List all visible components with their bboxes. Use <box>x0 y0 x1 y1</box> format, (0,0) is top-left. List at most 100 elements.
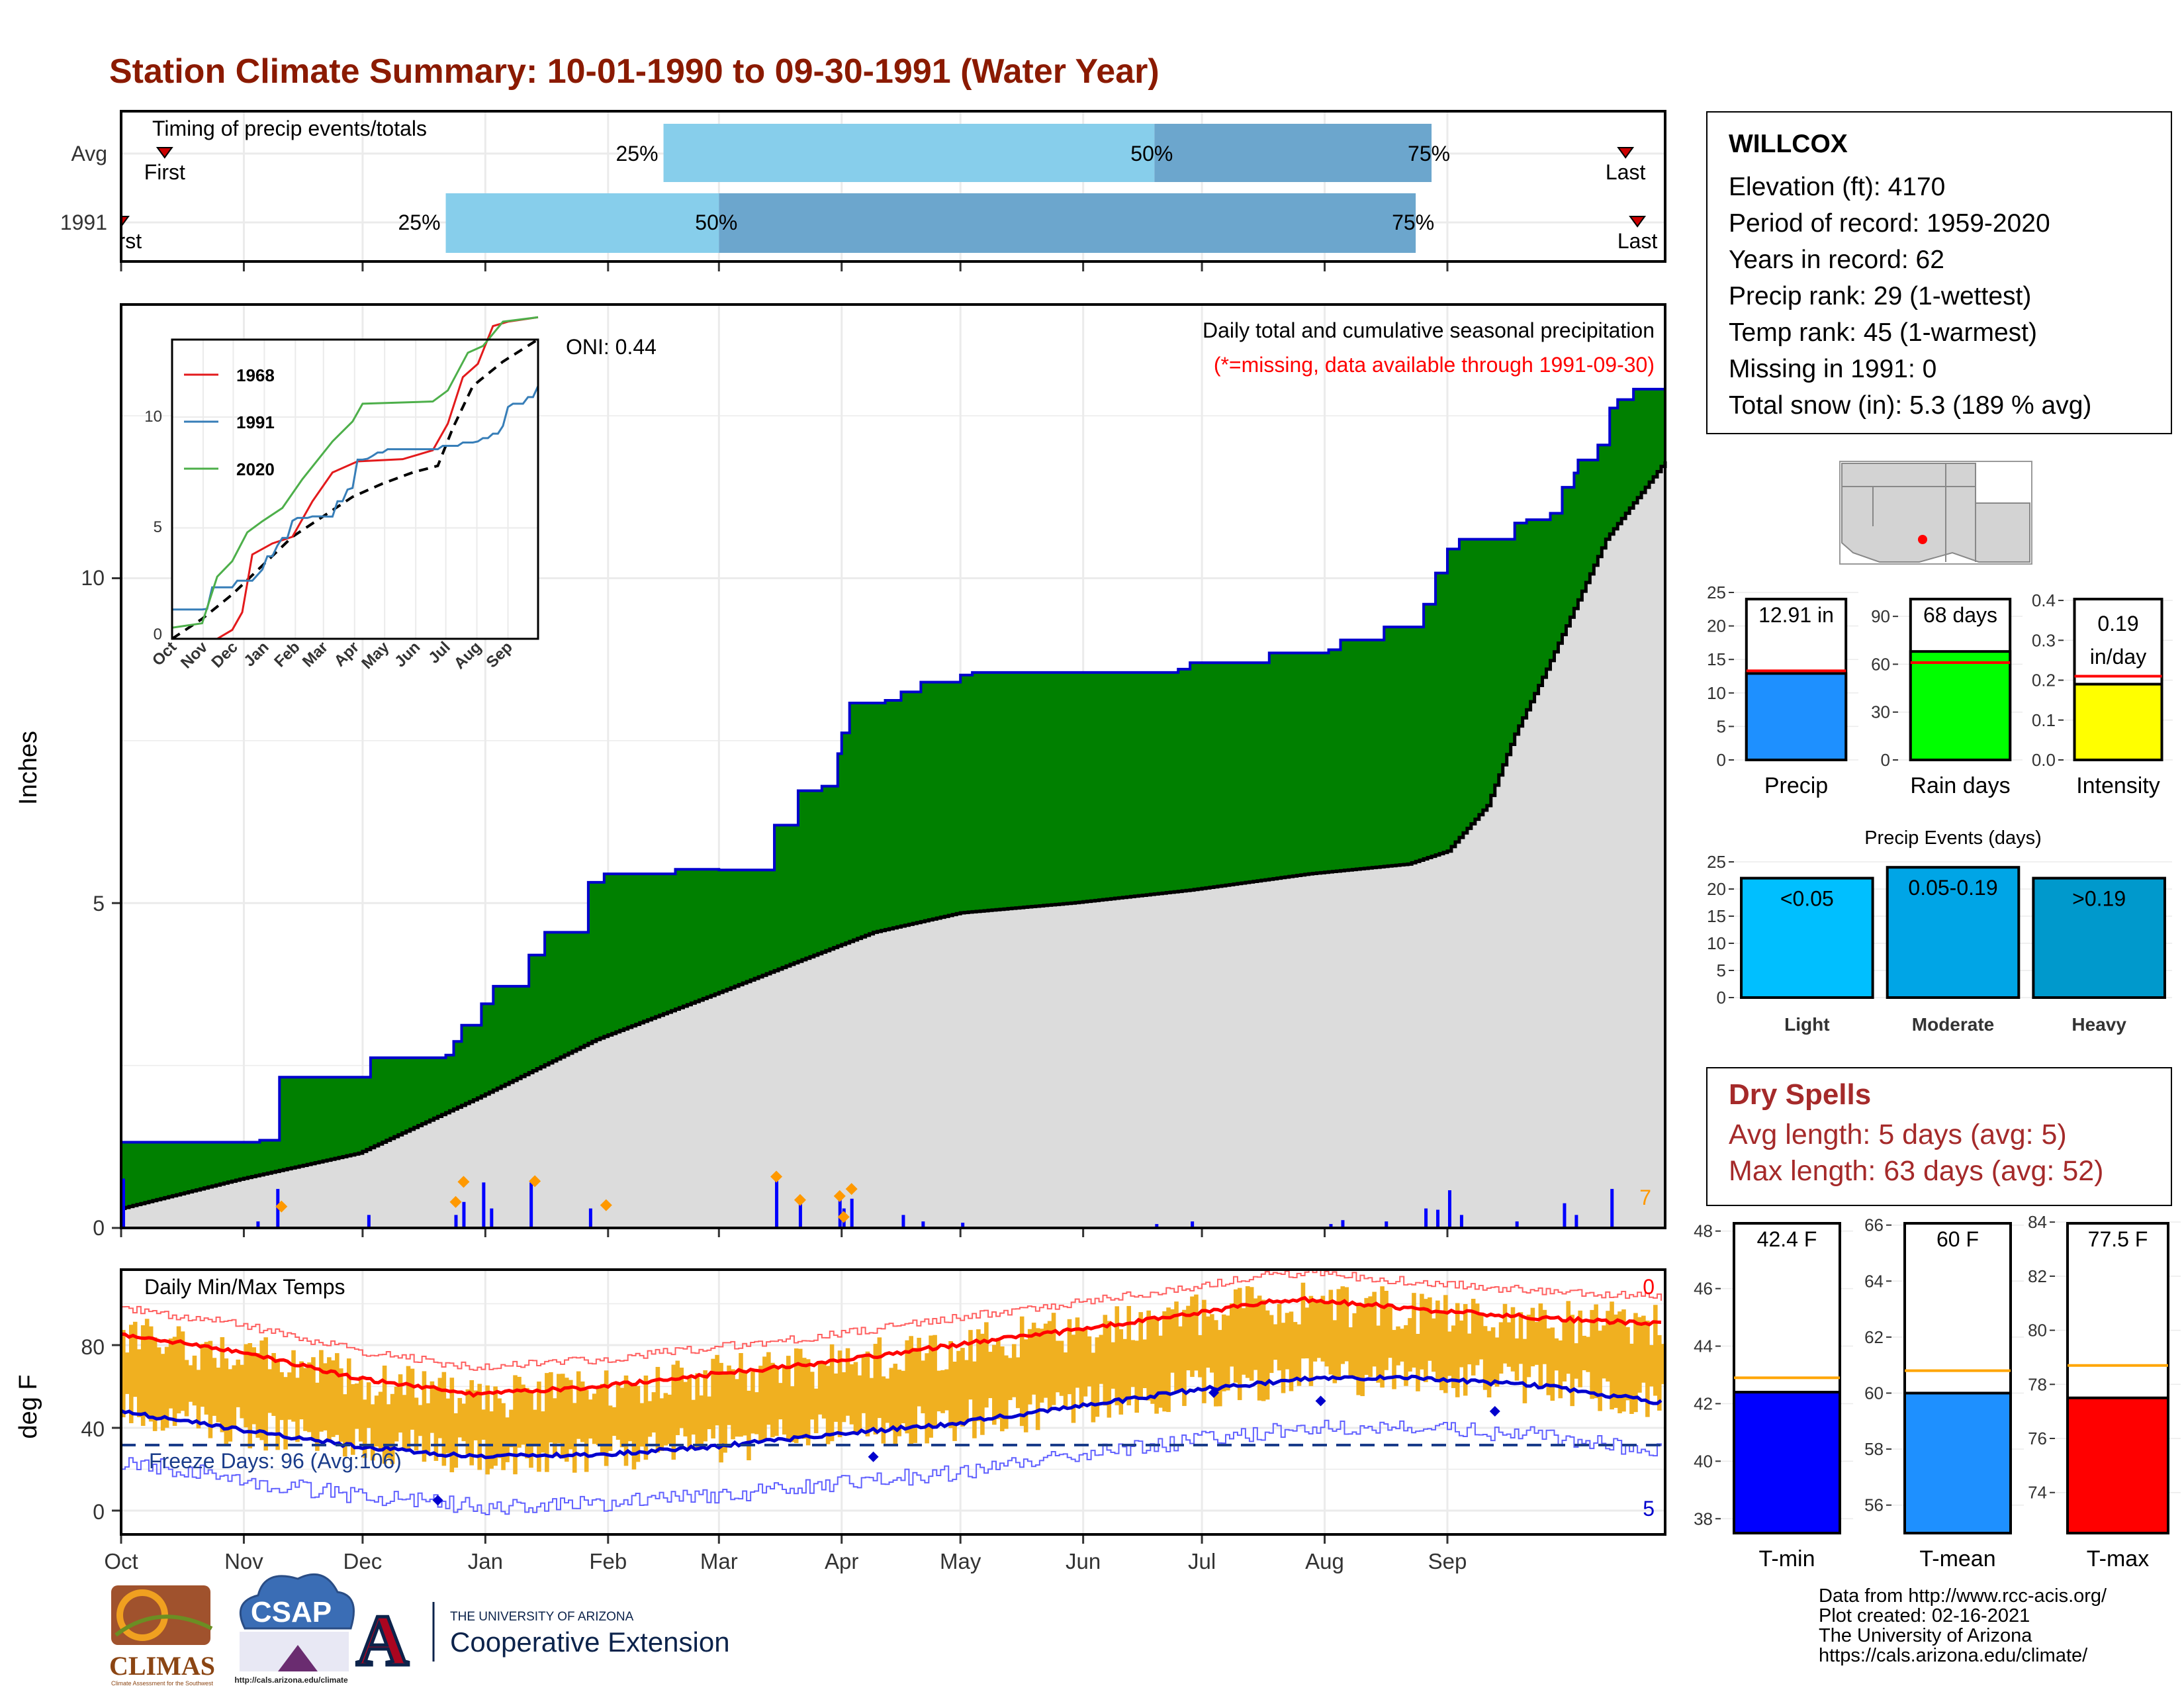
daily-temp-bar <box>172 1336 177 1427</box>
daily-temp-bar <box>635 1385 641 1462</box>
mini-chart-value-bar <box>2066 1396 2169 1535</box>
mini-chart-ytick: 84 <box>2028 1212 2047 1232</box>
daily-temp-bar <box>1514 1338 1520 1381</box>
inset-xtick: Nov <box>177 638 212 673</box>
last-event-marker <box>1629 216 1647 228</box>
daily-temp-bar <box>988 1352 993 1399</box>
daily-temp-bar <box>422 1371 427 1462</box>
inset-xtick: Jan <box>240 638 272 670</box>
inset-xtick: Aug <box>451 638 485 673</box>
station-years: Years in record: 62 <box>1729 246 1944 274</box>
daily-temp-bar <box>180 1331 185 1411</box>
daily-temp-bar <box>683 1382 688 1436</box>
daily-temp-bar <box>1447 1331 1452 1376</box>
daily-temp-bar <box>1115 1306 1120 1405</box>
precip-event-bar-label: <0.05 <box>1780 887 1834 911</box>
precip-ytick-5: 5 <box>93 892 105 915</box>
daily-temp-bar <box>1594 1304 1598 1399</box>
daily-temp-bar <box>204 1342 209 1415</box>
climas-logo-text: CLIMAS <box>109 1651 215 1681</box>
daily-temp-bar <box>1198 1335 1203 1378</box>
timing-panel-frame <box>120 110 1666 263</box>
daily-temp-bar <box>841 1372 846 1423</box>
mini-chart-ytick: 42 <box>1694 1393 1713 1413</box>
daily-temp-bar <box>358 1376 363 1442</box>
footer-url: https://cals.arizona.edu/climate/ <box>1819 1645 2088 1666</box>
mini-chart-ytick: 80 <box>2028 1321 2047 1340</box>
daily-temp-bar <box>319 1350 324 1432</box>
daily-temp-bar <box>1162 1311 1167 1412</box>
mini-chart-ytick: 0 <box>1881 750 1890 770</box>
temp-ytick-0: 0 <box>93 1500 105 1524</box>
precip-events-ytick: 25 <box>1707 852 1726 872</box>
daily-temp-bar <box>200 1344 205 1407</box>
footer-credits: Data from http://www.rcc-acis.org/ Plot … <box>1819 1586 2107 1665</box>
daily-temp-bar <box>267 1369 272 1413</box>
daily-temp-bar <box>671 1364 676 1460</box>
daily-temp-bar <box>719 1362 723 1463</box>
daily-temp-bar <box>1443 1295 1448 1393</box>
daily-temp-bar <box>564 1378 569 1462</box>
daily-temp-bar <box>1118 1329 1124 1415</box>
daily-temp-bar <box>121 1330 126 1418</box>
daily-temp-bar <box>1300 1282 1306 1359</box>
timing-row-label-avg: Avg <box>71 142 107 165</box>
daily-temp-bar <box>675 1360 680 1436</box>
daily-temp-bar <box>1416 1334 1420 1391</box>
daily-temp-bar <box>778 1383 783 1420</box>
daily-temp-bar <box>687 1376 692 1450</box>
daily-temp-bar <box>1633 1313 1638 1413</box>
daily-temp-bar <box>1055 1340 1060 1393</box>
daily-temp-bar <box>1237 1288 1242 1401</box>
daily-temp-bar <box>184 1360 189 1417</box>
daily-temp-bar <box>1130 1340 1136 1387</box>
daily-temp-bar <box>735 1379 739 1437</box>
mini-chart-ytick: 0.1 <box>2032 710 2056 730</box>
daily-temp-bar <box>1075 1317 1080 1388</box>
daily-temp-bar <box>553 1398 557 1457</box>
daily-temp-bar <box>623 1375 629 1466</box>
daily-temp-bar <box>1087 1336 1092 1387</box>
month-label: Jan <box>468 1549 503 1573</box>
daily-temp-bar <box>913 1348 917 1443</box>
daily-temp-bar <box>132 1321 138 1397</box>
daily-temp-bar <box>1225 1315 1230 1391</box>
daily-temp-bar <box>1186 1305 1191 1371</box>
daily-precip-bar <box>1155 1224 1159 1228</box>
daily-temp-bar <box>627 1382 633 1442</box>
daily-temp-bar <box>1324 1303 1330 1367</box>
daily-temp-bar <box>794 1348 799 1443</box>
daily-temp-bar <box>1107 1321 1112 1418</box>
daily-temp-bar <box>1245 1286 1250 1378</box>
daily-temp-bar <box>1526 1315 1531 1378</box>
daily-temp-bar <box>124 1352 130 1394</box>
daily-temp-bar <box>1388 1305 1392 1358</box>
station-name: WILLCOX <box>1729 130 1848 158</box>
daily-temp-bar <box>445 1398 451 1454</box>
daily-temp-bar <box>1637 1317 1642 1393</box>
daily-temp-bar <box>576 1371 581 1439</box>
daily-temp-bar <box>751 1371 755 1434</box>
daily-temp-bar <box>1265 1310 1270 1400</box>
daily-temp-bar <box>739 1353 743 1437</box>
precip-events-ytick: 10 <box>1707 933 1726 953</box>
precip-event-bar <box>2032 876 2166 999</box>
precip-event-category: Moderate <box>1912 1014 1994 1035</box>
timing-label-75: 75% <box>1392 211 1434 234</box>
daily-temp-bar <box>679 1368 684 1429</box>
daily-temp-bar <box>1210 1314 1214 1373</box>
timing-title: Timing of precip events/totals <box>152 117 427 140</box>
station-snow: Total snow (in): 5.3 (189 % avg) <box>1729 391 2092 420</box>
daily-temp-bar <box>1312 1300 1318 1362</box>
mini-chart-ytick: 62 <box>1864 1327 1884 1347</box>
inset-plot: 1968 1991 2020 0 5 10 OctNovDecJanFebMar… <box>144 316 539 673</box>
station-elevation: Elevation (ft): 4170 <box>1729 173 1946 201</box>
daily-precip-bar <box>798 1201 802 1228</box>
daily-temp-bar <box>1142 1339 1147 1388</box>
daily-temp-bar <box>406 1366 411 1450</box>
daily-temp-bar <box>164 1346 169 1428</box>
daily-temp-bar <box>877 1337 882 1419</box>
daily-temp-bar <box>1150 1318 1155 1404</box>
daily-temp-bar <box>1455 1303 1460 1397</box>
